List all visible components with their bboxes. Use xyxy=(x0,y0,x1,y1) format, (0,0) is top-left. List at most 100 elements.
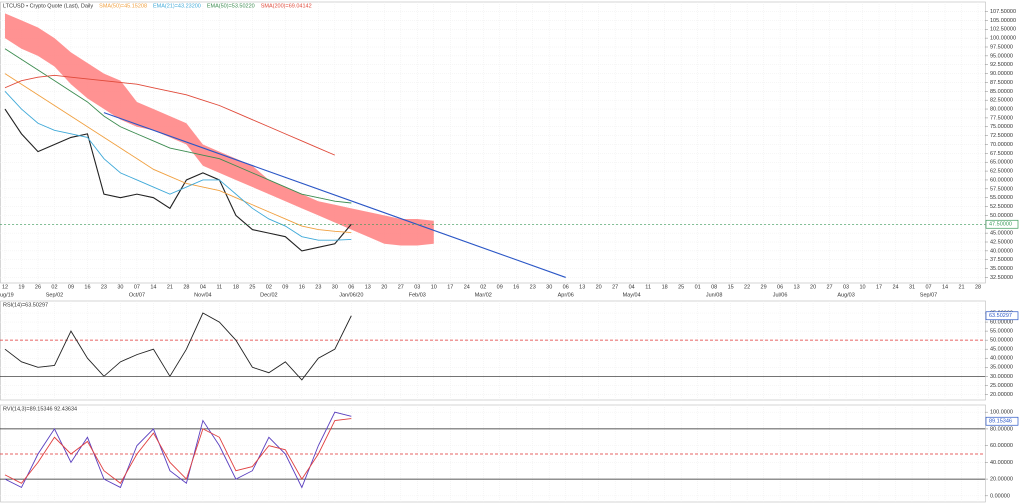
y-tick-label: 20.00000 xyxy=(990,392,1013,398)
x-tick-label: 27 xyxy=(827,284,833,290)
x-tick-label: 28 xyxy=(183,284,189,290)
y-tick-label: 40.00000 xyxy=(990,248,1013,254)
x-tick-label: 14 xyxy=(150,284,156,290)
x-tick-label: 30 xyxy=(117,284,123,290)
legend-entry: EMA(50)=53.50220 xyxy=(207,3,255,9)
x-tick-label: 21 xyxy=(167,284,173,290)
month-label: Oct/07 xyxy=(129,292,145,298)
y-tick-label: 97.50000 xyxy=(990,44,1013,50)
y-tick-label: 37.50000 xyxy=(990,257,1013,263)
last-box xyxy=(985,219,1019,229)
x-tick-label: 27 xyxy=(612,284,618,290)
x-tick-label: 25 xyxy=(678,284,684,290)
x-tick-label: 04 xyxy=(629,284,635,290)
panel-title: RVI(14,3)=89.15346 92.43634 xyxy=(3,406,77,412)
x-tick-label: 03 xyxy=(843,284,849,290)
x-tick-label: 22 xyxy=(744,284,750,290)
x-tick-label: 11 xyxy=(217,284,223,290)
panel-title: RSI(14)=63.50297 xyxy=(3,302,48,308)
series-line xyxy=(4,73,352,234)
y-tick-label: 92.50000 xyxy=(990,62,1013,68)
series-line xyxy=(4,48,352,204)
y-tick-label: 55.00000 xyxy=(990,195,1013,201)
y-tick-label: 40.00000 xyxy=(990,356,1013,362)
x-tick-label: 02 xyxy=(480,284,486,290)
x-tick-label: 23 xyxy=(315,284,321,290)
month-label: Feb/03 xyxy=(409,292,426,298)
x-tick-label: 25 xyxy=(249,284,255,290)
last-label: 47.50000 xyxy=(989,222,1012,228)
legend-entry: EMA(21)=43.23200 xyxy=(153,3,201,9)
x-tick-label: 20 xyxy=(596,284,602,290)
y-tick-label: 20.00000 xyxy=(990,477,1013,483)
y-tick-label: 77.50000 xyxy=(990,115,1013,121)
y-tick-label: 57.50000 xyxy=(990,186,1013,192)
y-tick-label: 60.00000 xyxy=(990,177,1013,183)
panel-title: LTCUSD • Crypto Quote (Last), Daily xyxy=(3,3,93,9)
legend-entry: SMA(50)=45.15208 xyxy=(99,3,147,9)
x-tick-label: 14 xyxy=(942,284,948,290)
month-label: Sep/07 xyxy=(920,292,937,298)
x-tick-label: 16 xyxy=(299,284,305,290)
legend-entry: SMA(200)=69.04142 xyxy=(261,3,312,9)
month-label: Jul/06 xyxy=(773,292,788,298)
x-tick-label: 31 xyxy=(909,284,915,290)
y-tick-label: 80.00000 xyxy=(990,106,1013,112)
y-tick-label: 105.00000 xyxy=(990,18,1016,24)
last-box xyxy=(985,311,1019,321)
y-tick-label: 75.00000 xyxy=(990,124,1013,130)
y-tick-label: 42.50000 xyxy=(990,239,1013,245)
x-tick-label: 20 xyxy=(381,284,387,290)
series-line xyxy=(4,312,352,381)
month-label: Aug/03 xyxy=(837,292,854,298)
x-tick-label: 08 xyxy=(711,284,717,290)
y-tick-label: 107.50000 xyxy=(990,9,1016,15)
y-tick-label: 35.00000 xyxy=(990,365,1013,371)
x-tick-label: 03 xyxy=(414,284,420,290)
x-tick-label: 18 xyxy=(662,284,668,290)
month-label: Jun/08 xyxy=(706,292,723,298)
x-tick-label: 15 xyxy=(728,284,734,290)
y-tick-label: 60.00000 xyxy=(990,443,1013,449)
x-tick-label: 02 xyxy=(266,284,272,290)
x-tick-label: 28 xyxy=(975,284,981,290)
y-tick-label: 90.00000 xyxy=(990,71,1013,77)
month-label: Jan/06/20 xyxy=(339,292,363,298)
y-tick-label: 102.50000 xyxy=(990,27,1016,33)
x-tick-label: 30 xyxy=(332,284,338,290)
y-tick-label: 100.00000 xyxy=(990,36,1016,42)
y-tick-label: 50.00000 xyxy=(990,338,1013,344)
month-label: Sep/02 xyxy=(46,292,63,298)
last-label: 89.15346 xyxy=(989,419,1012,425)
y-tick-label: 50.00000 xyxy=(990,213,1013,219)
x-tick-label: 23 xyxy=(101,284,107,290)
y-tick-label: 72.50000 xyxy=(990,133,1013,139)
panel-frame xyxy=(0,300,986,401)
x-tick-label: 26 xyxy=(35,284,41,290)
x-tick-label: 13 xyxy=(365,284,371,290)
y-tick-label: 87.50000 xyxy=(990,80,1013,86)
x-tick-label: 30 xyxy=(546,284,552,290)
x-tick-label: 16 xyxy=(513,284,519,290)
x-tick-label: 29 xyxy=(761,284,767,290)
x-tick-label: 07 xyxy=(925,284,931,290)
panel-frame xyxy=(0,404,986,503)
x-tick-label: 10 xyxy=(431,284,437,290)
x-tick-label: 06 xyxy=(563,284,569,290)
y-tick-label: 67.50000 xyxy=(990,151,1013,157)
x-tick-label: 24 xyxy=(892,284,898,290)
x-tick-label: 06 xyxy=(777,284,783,290)
x-tick-label: 20 xyxy=(810,284,816,290)
last-box xyxy=(985,416,1019,426)
x-tick-label: 13 xyxy=(794,284,800,290)
x-tick-label: 04 xyxy=(200,284,206,290)
y-tick-label: 40.00000 xyxy=(990,460,1013,466)
y-tick-label: 55.00000 xyxy=(990,329,1013,335)
x-tick-label: 06 xyxy=(348,284,354,290)
y-tick-label: 52.50000 xyxy=(990,204,1013,210)
y-tick-label: 65.00000 xyxy=(990,160,1013,166)
month-label: Aug/19 xyxy=(0,292,14,298)
month-label: Mar/02 xyxy=(475,292,492,298)
